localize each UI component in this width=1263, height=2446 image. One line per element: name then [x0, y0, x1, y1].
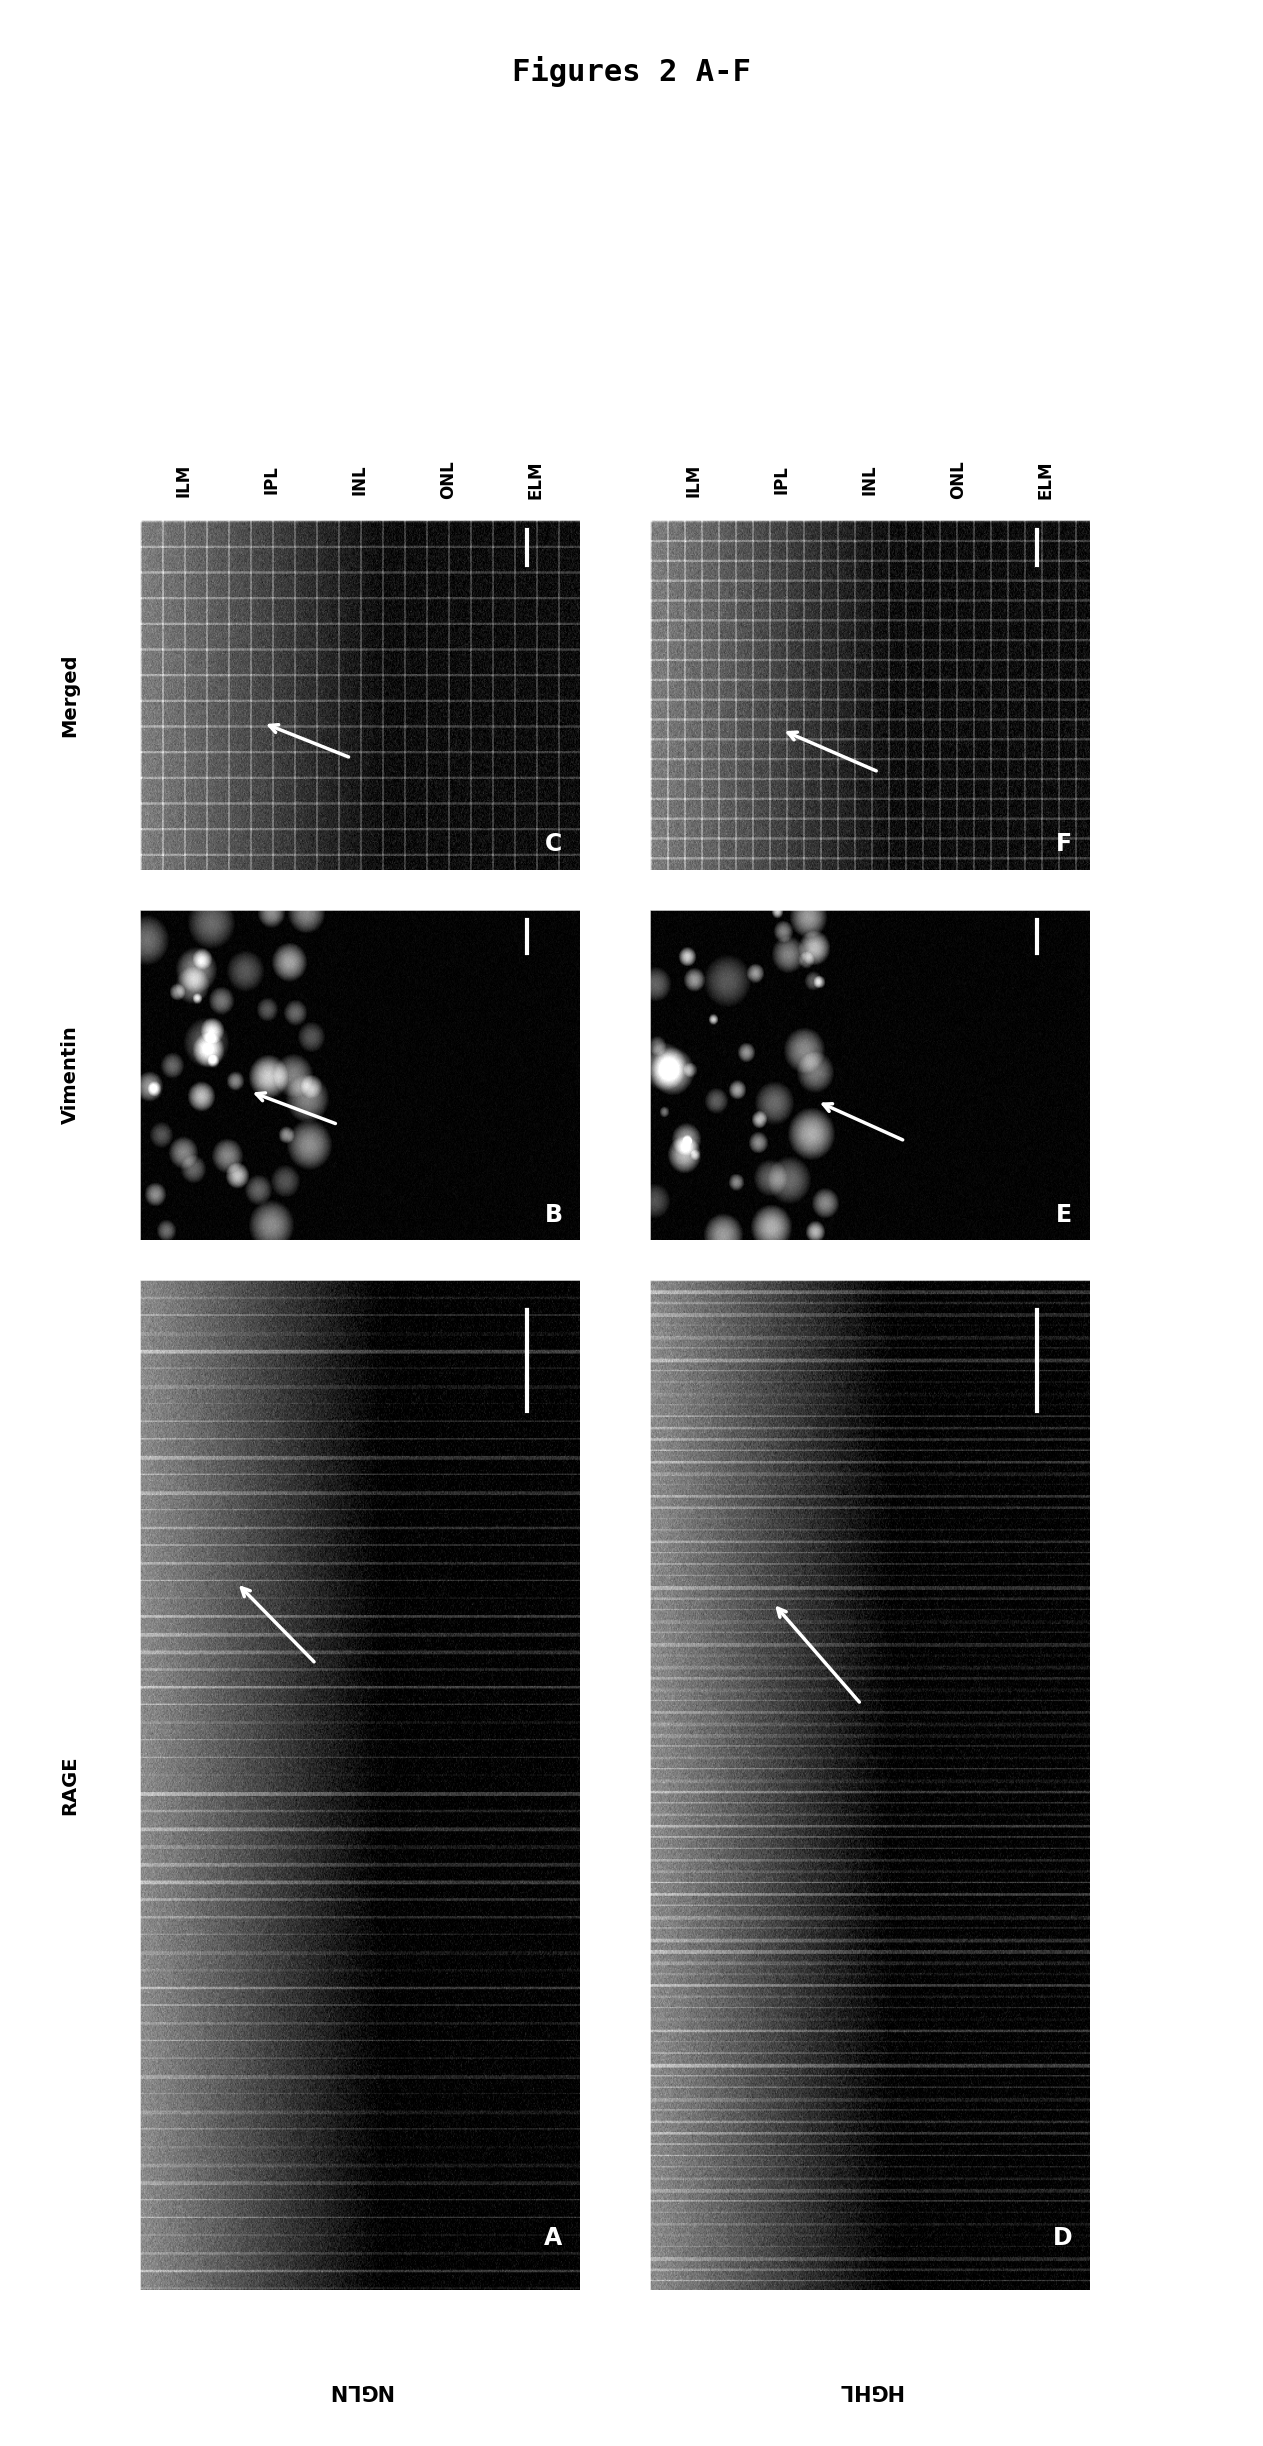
- Text: ONL: ONL: [440, 460, 457, 499]
- Text: INL: INL: [861, 465, 879, 494]
- Text: IPL: IPL: [263, 465, 280, 494]
- Text: NGLN: NGLN: [327, 2380, 393, 2400]
- Text: ILM: ILM: [176, 462, 193, 497]
- Text: B: B: [544, 1203, 562, 1228]
- Text: C: C: [546, 832, 562, 856]
- Text: D: D: [1053, 2226, 1072, 2250]
- Text: Figures 2 A-F: Figures 2 A-F: [512, 56, 751, 88]
- Text: INL: INL: [351, 465, 369, 494]
- Text: A: A: [544, 2226, 562, 2250]
- Text: IPL: IPL: [773, 465, 791, 494]
- Text: ILM: ILM: [685, 462, 703, 497]
- Text: HGHL: HGHL: [837, 2380, 903, 2400]
- Text: ONL: ONL: [949, 460, 967, 499]
- Text: ELM: ELM: [1037, 460, 1055, 499]
- Text: Vimentin: Vimentin: [61, 1025, 80, 1125]
- Text: ELM: ELM: [527, 460, 546, 499]
- Text: F: F: [1056, 832, 1072, 856]
- Text: E: E: [1056, 1203, 1072, 1228]
- Text: RAGE: RAGE: [61, 1756, 80, 1815]
- Text: Merged: Merged: [61, 653, 80, 736]
